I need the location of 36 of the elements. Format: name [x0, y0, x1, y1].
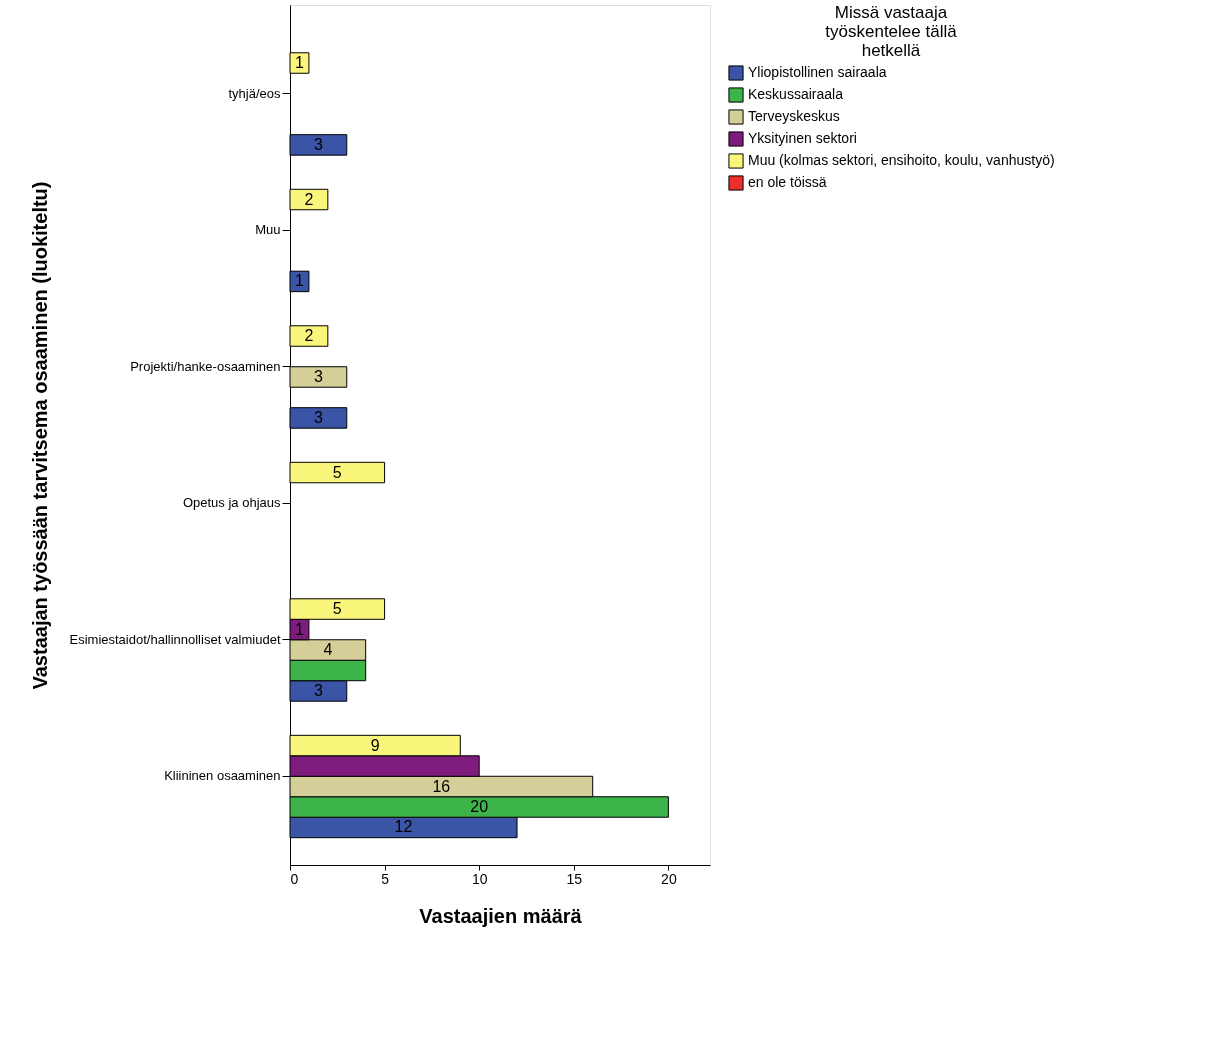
- data-label: 5: [332, 600, 342, 618]
- data-label: 3: [313, 367, 323, 385]
- x-tick-label: 10: [471, 870, 488, 887]
- x-tick-label: 0: [290, 870, 299, 887]
- data-label: 12: [394, 818, 413, 836]
- y-tick-label: Opetus ja ohjaus: [182, 495, 281, 511]
- y-tick-label: tyhjä/eos: [228, 85, 281, 101]
- legend-label: Yksityinen sektori: [748, 130, 857, 146]
- y-axis-title: Vastaajan työssään tarvitsema osaaminen (luokiteltu): [28, 181, 51, 690]
- data-label: 2: [304, 327, 314, 345]
- x-tick-label: 15: [566, 870, 583, 887]
- data-label: 5: [332, 463, 342, 481]
- legend-label: Yliopistollinen sairaala: [748, 64, 887, 80]
- data-label: 1: [295, 620, 305, 638]
- data-label: 16: [432, 777, 451, 795]
- data-label: 1: [295, 272, 305, 290]
- data-label: 3: [313, 681, 323, 699]
- y-tick-label: Muu: [255, 222, 281, 238]
- y-tick-label: Esimiestaidot/hallinnolliset valmiudet: [69, 631, 281, 647]
- data-label: 9: [370, 736, 380, 754]
- legend-label: en ole töissä: [748, 174, 827, 190]
- legend-label: Terveyskeskus: [748, 108, 840, 124]
- data-label: 20: [470, 797, 489, 815]
- legend-label: Muu (kolmas sektori, ensihoito, koulu, vanhustyö): [748, 152, 1055, 168]
- legend-label: Keskussairaala: [748, 86, 844, 102]
- data-label: 3: [313, 408, 323, 426]
- data-label: 1: [295, 54, 305, 72]
- y-tick-label: Projekti/hanke-osaaminen: [130, 358, 281, 374]
- x-tick-label: 5: [381, 870, 390, 887]
- x-axis-title: Vastaajien määrä: [419, 904, 583, 927]
- data-label: 3: [313, 135, 323, 153]
- data-label: 4: [323, 641, 333, 658]
- data-label: 2: [304, 190, 314, 208]
- y-tick-label: Kliininen osaaminen: [164, 768, 281, 784]
- legend-title: Missä vastaaja työskentelee tällä hetkellä: [825, 3, 958, 60]
- x-tick-label: 20: [661, 870, 677, 887]
